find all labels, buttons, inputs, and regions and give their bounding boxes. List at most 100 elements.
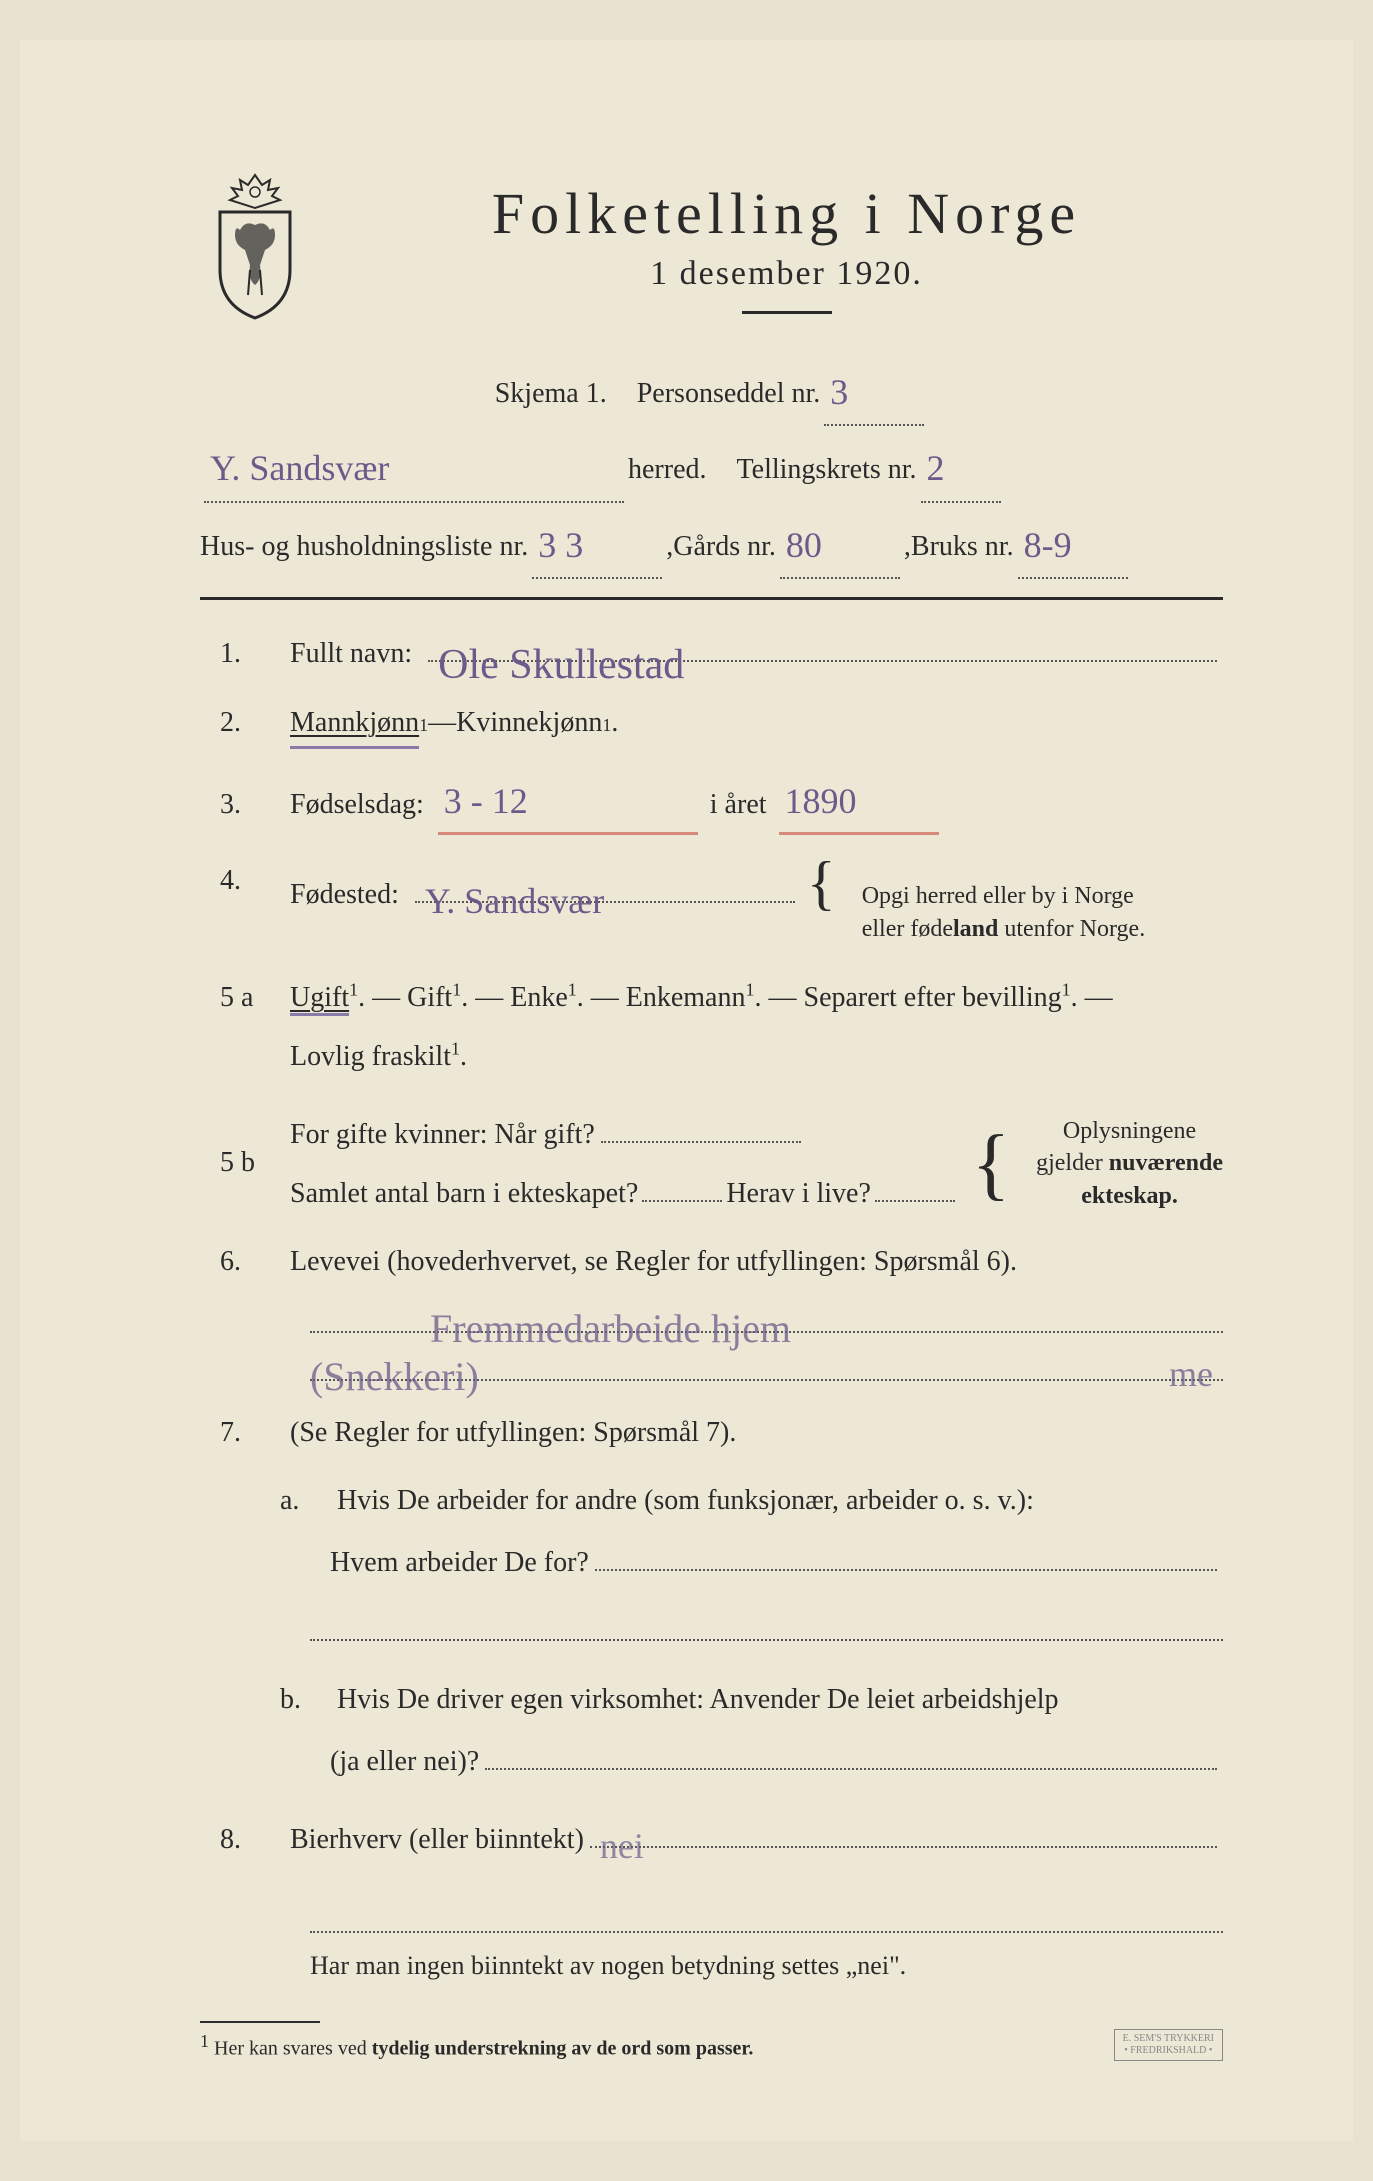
q7b-l2: (ja eller nei)?	[330, 1731, 479, 1793]
q5b-note: Oplysningene gjelder nuværende ekteskap.	[1036, 1115, 1223, 1212]
bruks-value: 8-9	[1024, 525, 1072, 565]
bruks-label: Bruks nr.	[911, 520, 1014, 573]
tellingskrets-label: Tellingskrets nr.	[737, 443, 917, 496]
q2-num: 2.	[220, 701, 290, 746]
q4-label: Fødested:	[290, 873, 399, 918]
q7a-l1: Hvis De arbeider for andre (som funksjon…	[337, 1485, 1034, 1516]
q6-num: 6.	[220, 1240, 290, 1285]
herred-field: Y. Sandsvær	[204, 432, 624, 502]
tellingskrets-field: 2	[921, 432, 1001, 502]
q6-value-2a: (Snekkeri)	[310, 1353, 479, 1385]
q7a-field-2	[310, 1611, 1223, 1641]
q3-day-field: 3 - 12	[438, 773, 698, 836]
herred-label: herred.	[628, 443, 707, 496]
q7b-field	[485, 1738, 1217, 1770]
census-form-page: Folketelling i Norge 1 desember 1920. Sk…	[20, 40, 1353, 2141]
q2-opt2: Kvinnekjønn	[456, 701, 602, 746]
q5b-gift-field	[601, 1111, 801, 1143]
header: Folketelling i Norge 1 desember 1920.	[200, 180, 1223, 336]
tail-field	[310, 1903, 1223, 1933]
brace-icon: {	[972, 1140, 1010, 1188]
gards-label: Gårds nr.	[673, 520, 776, 573]
q3-mid: i året	[710, 783, 767, 828]
q3-row: 3. Fødselsdag: 3 - 12 i året 1890	[220, 773, 1223, 836]
q7a-row: a. Hvis De arbeider for andre (som funks…	[220, 1470, 1223, 1593]
gards-value: 80	[786, 525, 822, 565]
q3-label: Fødselsdag:	[290, 783, 424, 828]
q1-value: Ole Skullestad	[438, 632, 684, 664]
q5b-l2b: Herav i live?	[726, 1172, 871, 1217]
gards-field: 80	[780, 509, 900, 579]
personseddel-label: Personseddel nr.	[637, 367, 821, 420]
herred-value: Y. Sandsvær	[210, 448, 389, 488]
q1-num: 1.	[220, 632, 290, 677]
questions: 1. Fullt navn: Ole Skullestad 2. Mannkjø…	[200, 630, 1223, 1981]
title-divider	[742, 311, 832, 314]
q8-field: nei	[590, 1816, 1217, 1848]
q5b-barn-field	[642, 1200, 722, 1202]
q4-row: 4. Fødested: Y. Sandsvær { Opgi herred e…	[220, 859, 1223, 945]
q7-num: 7.	[220, 1411, 290, 1456]
brace-icon: {	[807, 859, 836, 907]
q6-label: Levevei (hovederhvervet, se Regler for u…	[290, 1240, 1017, 1285]
q3-year-field: 1890	[779, 773, 939, 836]
q8-value: nei	[600, 1818, 644, 1850]
q5b-l1: For gifte kvinner: Når gift?	[290, 1113, 595, 1158]
q5a-row: 5 a Ugift1. — Gift1. — Enke1. — Enkemann…	[220, 969, 1223, 1087]
q5b-live-field	[875, 1200, 955, 1202]
q8-row: 8. Bierhverv (eller biinntekt) nei	[220, 1816, 1223, 1863]
q5a-opt5: Separert efter bevilling	[804, 982, 1062, 1013]
q7a-l2: Hvem arbeider De for?	[330, 1532, 589, 1594]
q3-year-value: 1890	[785, 781, 857, 821]
section-rule	[200, 597, 1223, 600]
q6-row: 6. Levevei (hovederhvervet, se Regler fo…	[220, 1240, 1223, 1285]
skjema-line: Skjema 1. Personseddel nr. 3	[200, 356, 1223, 426]
hus-label: Hus- og husholdningsliste nr.	[200, 520, 528, 573]
skjema-label: Skjema 1.	[495, 367, 607, 420]
q5a-opt2: Gift	[407, 982, 452, 1013]
q6-value-1: Fremmedarbeide hjem	[430, 1305, 791, 1337]
hus-value: 3 3	[538, 525, 583, 565]
q6-field-1: Fremmedarbeide hjem	[310, 1303, 1223, 1333]
q7b-letter: b.	[280, 1669, 330, 1731]
q5a-opt1: Ugift	[290, 982, 349, 1016]
q4-value: Y. Sandsvær	[425, 873, 604, 905]
q4-note: Opgi herred eller by i Norge eller fødel…	[862, 880, 1146, 945]
title-block: Folketelling i Norge 1 desember 1920.	[350, 180, 1223, 336]
q6-value-2b: me	[1169, 1353, 1213, 1385]
q5a-opt3: Enke	[510, 982, 568, 1013]
footnote-rule	[200, 2021, 320, 2023]
main-title: Folketelling i Norge	[350, 180, 1223, 247]
q8-num: 8.	[220, 1818, 290, 1863]
q7b-row: b. Hvis De driver egen virksomhet: Anven…	[220, 1669, 1223, 1792]
tail-note: Har man ingen biinntekt av nogen betydni…	[310, 1951, 1223, 1981]
q3-day-value: 3 - 12	[444, 781, 528, 821]
footnote: 1 Her kan svares ved tydelig understrekn…	[200, 2031, 1223, 2061]
q5b-num: 5 b	[220, 1141, 290, 1186]
q5b-row: 5 b For gifte kvinner: Når gift? Samlet …	[220, 1111, 1223, 1217]
q7-row: 7. (Se Regler for utfyllingen: Spørsmål …	[220, 1411, 1223, 1456]
personseddel-field: 3	[824, 356, 924, 426]
q5a-opt4: Enkemann	[626, 982, 746, 1013]
q4-num: 4.	[220, 859, 290, 904]
personseddel-value: 3	[830, 372, 848, 412]
q3-num: 3.	[220, 783, 290, 828]
q5a-opt6: Lovlig fraskilt	[290, 1041, 451, 1072]
q8-label: Bierhverv (eller biinntekt)	[290, 1818, 584, 1863]
q5a-num: 5 a	[220, 976, 290, 1021]
herred-line: Y. Sandsvær herred. Tellingskrets nr. 2	[200, 432, 1223, 502]
q7a-letter: a.	[280, 1470, 330, 1532]
q2-opt1: Mannkjønn	[290, 701, 419, 749]
q1-label: Fullt navn:	[290, 632, 412, 677]
q2-row: 2. Mannkjønn1 — Kvinnekjønn1.	[220, 701, 1223, 749]
tellingskrets-value: 2	[927, 448, 945, 488]
q7a-field	[595, 1539, 1217, 1571]
q7-label: (Se Regler for utfyllingen: Spørsmål 7).	[290, 1411, 736, 1456]
q7b-l1: Hvis De driver egen virksomhet: Anvender…	[337, 1684, 1059, 1715]
q4-field: Y. Sandsvær	[415, 871, 795, 903]
q5b-l2a: Samlet antal barn i ekteskapet?	[290, 1172, 638, 1217]
hus-line: Hus- og husholdningsliste nr. 3 3 , Gård…	[200, 509, 1223, 579]
q1-field: Ole Skullestad	[428, 630, 1217, 662]
q1-row: 1. Fullt navn: Ole Skullestad	[220, 630, 1223, 677]
q6-field-2: (Snekkeri) me	[310, 1351, 1223, 1381]
